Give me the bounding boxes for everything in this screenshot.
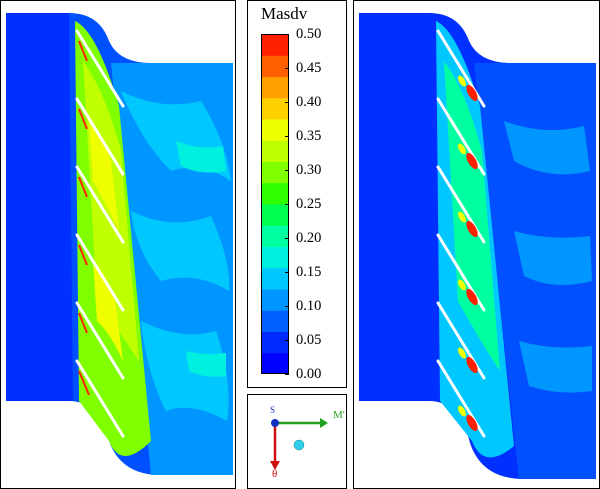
legend-tick-mark (285, 374, 289, 375)
theta-axis-arrowhead (270, 461, 280, 470)
colorbar-segment (261, 55, 289, 77)
view-sphere (293, 439, 305, 451)
legend-colorbar (261, 34, 289, 374)
colorbar-segment (261, 97, 289, 120)
colorbar-segment (261, 225, 289, 247)
colorbar-segment (261, 76, 289, 99)
legend-tick-label: 0.50 (296, 26, 322, 42)
left-contour-plot (0, 0, 236, 489)
colorbar-segment (261, 182, 289, 205)
left-contour-image (6, 13, 233, 475)
colorbar-segment (261, 204, 289, 226)
colorbar-segment (261, 34, 289, 56)
legend-tick-label: 0.40 (296, 94, 322, 110)
legend-title: Masdv (261, 4, 308, 23)
legend-tick-mark (285, 204, 289, 205)
colorbar-segment (261, 140, 289, 162)
legend-tick-label: 0.25 (296, 196, 322, 212)
m-axis-label: M' (333, 409, 345, 421)
legend-tick-mark (285, 68, 289, 69)
legend-tick-mark (285, 170, 289, 171)
legend-tick-mark (285, 102, 289, 103)
legend-tick-label: 0.15 (296, 264, 322, 280)
m-axis-arrowhead (320, 418, 328, 428)
legend-tick-label: 0.00 (296, 366, 322, 382)
colorbar-segment (261, 352, 289, 374)
colorbar-segment (261, 289, 289, 311)
color-legend: Masdv 0.50 0.45 0.40 0.35 0.30 0.25 0.20 0.15 0.… (247, 0, 347, 388)
legend-tick-label: 0.10 (296, 298, 322, 314)
legend-tick-label: 0.45 (296, 60, 322, 76)
origin-dot (271, 419, 279, 427)
legend-tick-mark (285, 272, 289, 273)
legend-tick-mark (285, 34, 289, 35)
origin-label: S (270, 405, 276, 415)
legend-tick-mark (285, 136, 289, 137)
legend-tick-label: 0.20 (296, 230, 322, 246)
colorbar-segment (261, 161, 289, 184)
colorbar-segment (261, 246, 289, 269)
legend-tick-label: 0.30 (296, 162, 322, 178)
legend-tick-mark (285, 340, 289, 341)
colorbar-segment (261, 267, 289, 290)
axis-indicator: M' θ S (247, 394, 347, 489)
colorbar-segment (261, 119, 289, 141)
theta-axis-label: θ (272, 468, 278, 480)
colorbar-segment (261, 331, 289, 354)
colorbar-segment (261, 310, 289, 332)
right-contour-image (359, 13, 596, 479)
legend-tick-label: 0.35 (296, 128, 322, 144)
legend-tick-label: 0.05 (296, 332, 322, 348)
legend-tick-mark (285, 306, 289, 307)
right-contour-plot (353, 0, 600, 489)
legend-tick-mark (285, 238, 289, 239)
axis-triad (270, 418, 328, 470)
